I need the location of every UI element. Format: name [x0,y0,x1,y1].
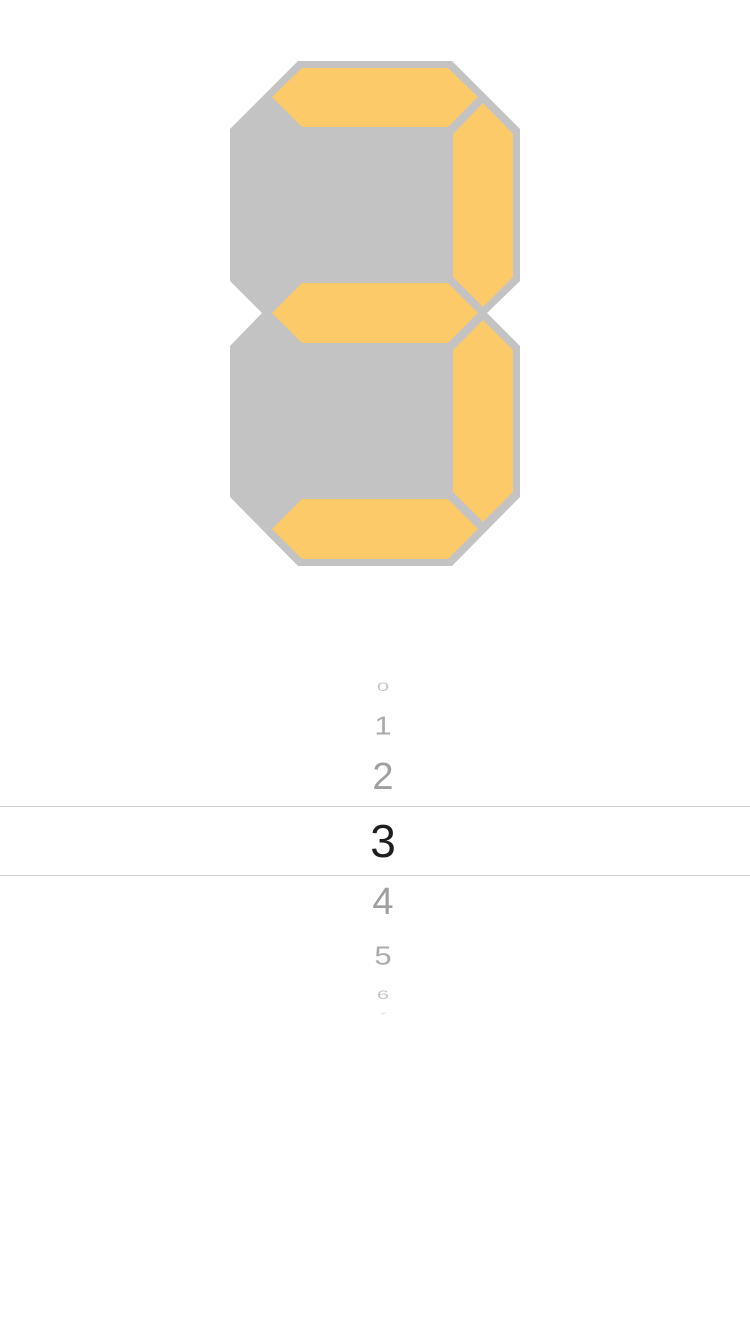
selection-line-bottom [0,875,750,876]
picker-option[interactable]: 7 [0,1012,750,1016]
picker-option[interactable]: 4 [0,883,750,921]
seven-segment-display [230,61,520,566]
picker-option-label: 0 [376,679,390,694]
picker-option-label: 4 [372,881,394,923]
picker-option-label: 2 [372,756,394,798]
segment-g [272,283,478,343]
digit-picker-wheel[interactable]: 0 1 2 3 4 5 6 7 [0,640,750,1040]
segment-f [237,103,297,307]
picker-option-label: 7 [378,1011,388,1016]
picker-option[interactable]: 0 [0,681,750,693]
picker-option-selected[interactable]: 3 [0,818,750,864]
segment-a [272,68,478,127]
segment-c [453,320,513,522]
picker-option[interactable]: 1 [0,712,750,738]
picker-option-label: 5 [374,940,392,971]
segment-b [453,103,513,307]
picker-option-label: 3 [370,815,396,867]
segment-d [272,499,478,559]
picker-option-label: 6 [376,987,390,1002]
picker-option-label: 1 [374,710,392,741]
segment-e [237,320,297,522]
selection-line-top [0,806,750,807]
picker-option[interactable]: 6 [0,989,750,1001]
picker-option[interactable]: 5 [0,942,750,968]
picker-option[interactable]: 2 [0,758,750,796]
